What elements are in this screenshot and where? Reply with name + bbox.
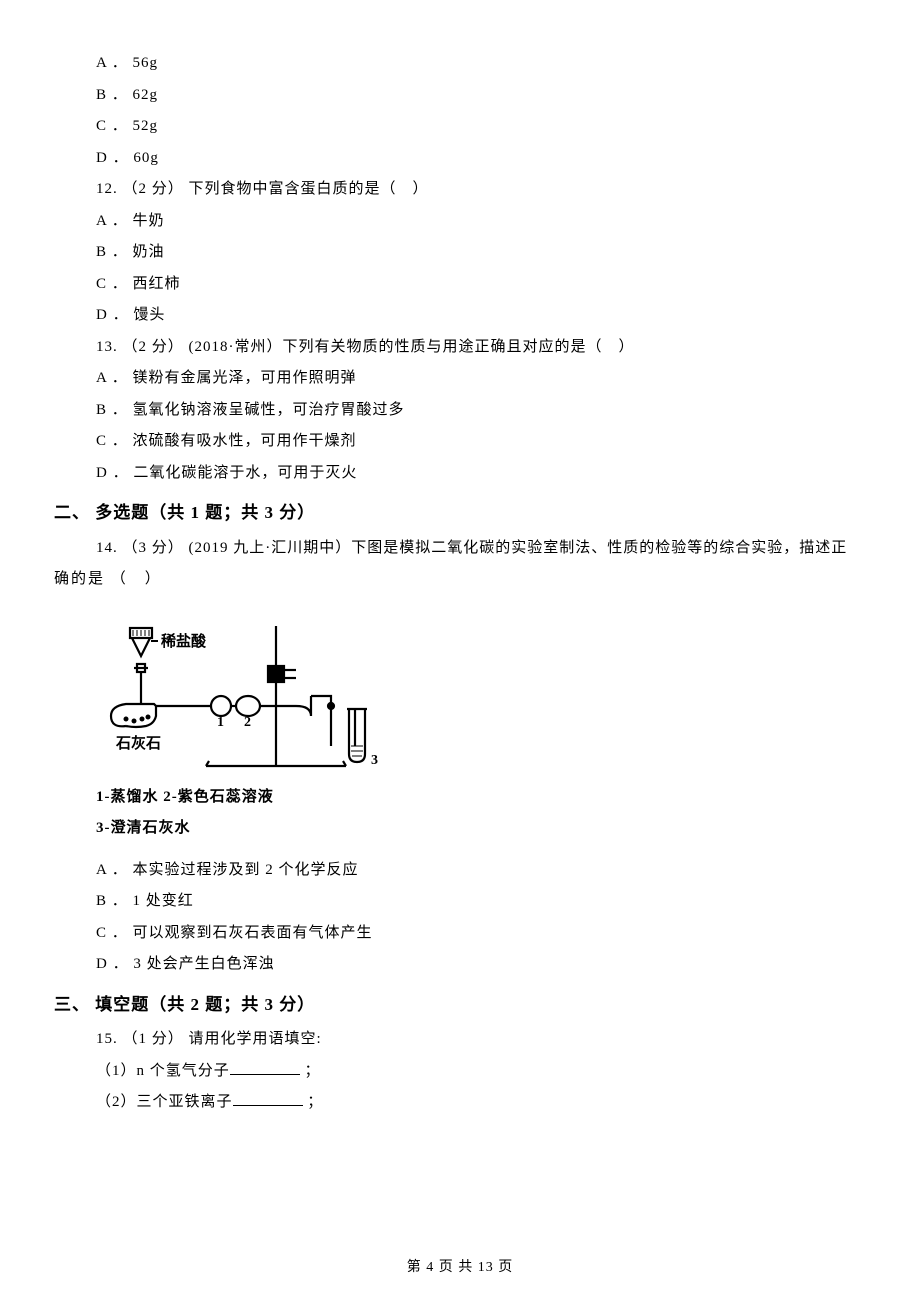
apparatus-diagram-svg: 稀盐酸 石灰石 1 2 3	[96, 606, 386, 776]
q14-stem-line2: 确的是 （ ）	[54, 564, 866, 596]
q12-option-c: C ． 西红柿	[96, 269, 866, 301]
q15-sub2: （2）三个亚铁离子 ；	[96, 1087, 866, 1119]
q13-option-c: C ． 浓硫酸有吸水性，可用作干燥剂	[96, 426, 866, 458]
q12-option-a: A ． 牛奶	[96, 206, 866, 238]
q15-sub1-post: ；	[300, 1063, 321, 1079]
q14-diagram: 稀盐酸 石灰石 1 2 3	[96, 606, 866, 776]
label-3: 3	[371, 753, 378, 768]
q14-option-d: D ． 3 处会产生白色浑浊	[96, 949, 866, 981]
section-3-heading: 三、 填空题（共 2 题；共 3 分）	[54, 987, 866, 1023]
q15-sub1-pre: （1）n 个氢气分子	[96, 1063, 230, 1079]
q13-option-a: A ． 镁粉有金属光泽，可用作照明弹	[96, 363, 866, 395]
q14-stem-line1: 14. （3 分） (2019 九上·汇川期中）下图是模拟二氧化碳的实验室制法、…	[96, 533, 866, 565]
label-acid: 稀盐酸	[161, 632, 207, 650]
q11-option-b: B ． 62g	[96, 80, 866, 112]
q12-option-b: B ． 奶油	[96, 237, 866, 269]
q15-sub2-blank	[233, 1092, 303, 1106]
q13-stem: 13. （2 分） (2018·常州）下列有关物质的性质与用途正确且对应的是（ …	[96, 332, 866, 364]
q14-caption-1: 1-蒸馏水 2-紫色石蕊溶液	[96, 782, 866, 814]
q15-sub2-post: ；	[303, 1094, 324, 1110]
q12-stem: 12. （2 分） 下列食物中富含蛋白质的是（ ）	[96, 174, 866, 206]
page-footer: 第 4 页 共 13 页	[0, 1253, 920, 1282]
label-2: 2	[244, 715, 251, 730]
label-limestone: 石灰石	[115, 734, 161, 752]
q11-option-d: D ． 60g	[96, 143, 866, 175]
section-2-heading: 二、 多选题（共 1 题；共 3 分）	[54, 495, 866, 531]
q14-option-b: B ． 1 处变红	[96, 886, 866, 918]
q14-option-a: A ． 本实验过程涉及到 2 个化学反应	[96, 855, 866, 887]
label-1: 1	[217, 715, 224, 730]
q15-stem: 15. （1 分） 请用化学用语填空:	[96, 1024, 866, 1056]
q14-option-c: C ． 可以观察到石灰石表面有气体产生	[96, 918, 866, 950]
q14-caption-2: 3-澄清石灰水	[96, 813, 866, 845]
q15-sub1: （1）n 个氢气分子 ；	[96, 1056, 866, 1088]
q15-sub1-blank	[230, 1061, 300, 1075]
q13-option-b: B ． 氢氧化钠溶液呈碱性，可治疗胃酸过多	[96, 395, 866, 427]
q13-option-d: D ． 二氧化碳能溶于水，可用于灭火	[96, 458, 866, 490]
q11-option-c: C ． 52g	[96, 111, 866, 143]
q11-option-a: A ． 56g	[96, 48, 866, 80]
q15-sub2-pre: （2）三个亚铁离子	[96, 1094, 233, 1110]
q12-option-d: D ． 馒头	[96, 300, 866, 332]
